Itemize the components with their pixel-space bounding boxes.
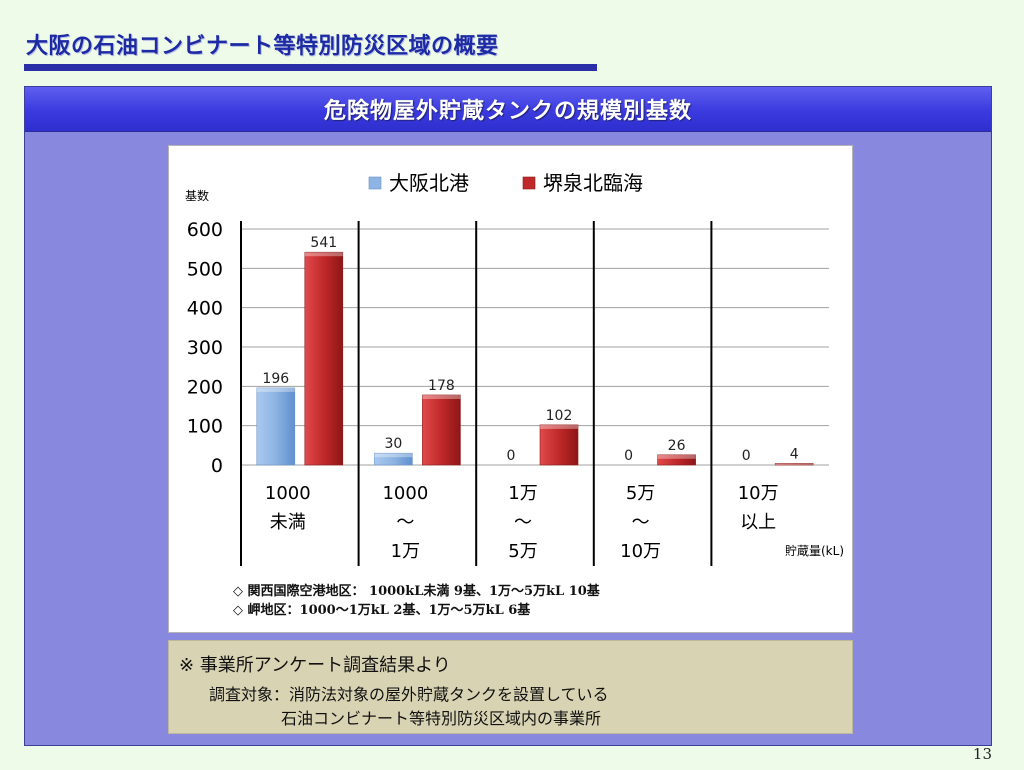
legend-label: 大阪北港 — [389, 171, 469, 195]
x-tick-label: 10万 — [620, 541, 661, 562]
data-label: 196 — [262, 371, 289, 387]
x-tick-label: 1万 — [508, 483, 537, 504]
panel-header: 危険物屋外貯蔵タンクの規模別基数 — [25, 87, 991, 132]
data-label: 0 — [507, 448, 516, 464]
bar-highlight — [540, 424, 578, 429]
y-tick-label: 500 — [187, 258, 223, 280]
bar-highlight — [657, 454, 696, 459]
x-tick-label: 未満 — [270, 512, 306, 533]
bar-highlight — [422, 394, 461, 399]
bar-sakai-senboku-0 — [304, 251, 344, 466]
chart-container: 基数 0 100 200 300 400 500 600 196 30 0 0 0 541 178 102 26… — [168, 145, 853, 633]
y-tick-label: 600 — [187, 219, 223, 241]
source-note-box: ※ 事業所アンケート調査結果より 調査対象：消防法対象の屋外貯蔵タンクを設置して… — [168, 640, 853, 734]
y-tick-label: 100 — [187, 416, 223, 438]
data-label: 0 — [624, 448, 633, 464]
note-misaki: ◇ 岬地区：1000～1万kL 2基、1万～5万kL 6基 — [233, 603, 531, 618]
legend-swatch — [522, 176, 536, 190]
data-label: 30 — [384, 436, 402, 452]
data-label: 0 — [742, 448, 751, 464]
bar-osaka-hokko-1 — [374, 452, 413, 466]
note-kansai-airport: ◇ 関西国際空港地区： 1000kL未満 9基、1万～5万kL 10基 — [233, 584, 600, 599]
data-label: 102 — [546, 408, 573, 424]
slide-title: 大阪の石油コンビナート等特別防災区域の概要 — [26, 34, 499, 59]
data-label: 178 — [428, 378, 455, 394]
y-axis-label: 基数 — [185, 188, 209, 203]
data-label: 4 — [790, 446, 799, 462]
source-note-line-1: 調査対象：消防法対象の屋外貯蔵タンクを設置している — [209, 685, 609, 704]
x-tick-label: 10万 — [738, 483, 779, 504]
x-tick-label: ～ — [514, 512, 532, 533]
x-tick-label: ～ — [396, 512, 414, 533]
content-panel: 危険物屋外貯蔵タンクの規模別基数 基数 0 100 200 300 400 500 600 19… — [24, 86, 992, 746]
legend-label: 堺泉北臨海 — [543, 171, 643, 195]
bar-sakai-senboku-3 — [657, 454, 696, 466]
title-underline — [24, 64, 597, 71]
page-number: 13 — [972, 745, 992, 763]
x-axis-label: 貯蔵量(kL) — [785, 544, 844, 558]
x-tick-label: 1万 — [391, 541, 420, 562]
bar-highlight — [374, 453, 413, 458]
x-tick-label: 1000 — [265, 483, 311, 504]
bar-sakai-senboku-2 — [539, 424, 579, 466]
source-note-heading: ※ 事業所アンケート調査結果より — [179, 655, 451, 676]
legend-swatch — [368, 176, 382, 190]
bar-highlight — [775, 463, 814, 465]
y-tick-label: 0 — [211, 455, 223, 477]
x-tick-label: 5万 — [508, 541, 537, 562]
bar-highlight — [256, 387, 295, 392]
y-tick-label: 200 — [187, 376, 223, 398]
x-tick-label: 5万 — [626, 483, 655, 504]
x-tick-label: ～ — [632, 512, 650, 533]
y-tick-label: 300 — [187, 337, 223, 359]
data-label: 541 — [310, 235, 337, 251]
x-tick-label: 以上 — [740, 512, 776, 533]
chart-notes: ◇ 関西国際空港地区： 1000kL未満 9基、1万～5万kL 10基 ◇ 岬地… — [233, 582, 600, 620]
panel-header-title: 危険物屋外貯蔵タンクの規模別基数 — [323, 99, 692, 124]
bar-sakai-senboku-4 — [774, 463, 814, 466]
x-tick-label: 1000 — [382, 483, 428, 504]
source-note-line-2: 石油コンビナート等特別防災区域内の事業所 — [281, 709, 602, 728]
bar-highlight — [304, 252, 343, 257]
y-tick-label: 400 — [187, 298, 223, 320]
bar-sakai-senboku-1 — [422, 394, 461, 466]
data-label: 26 — [668, 438, 686, 454]
bar-osaka-hokko-0 — [256, 387, 296, 466]
